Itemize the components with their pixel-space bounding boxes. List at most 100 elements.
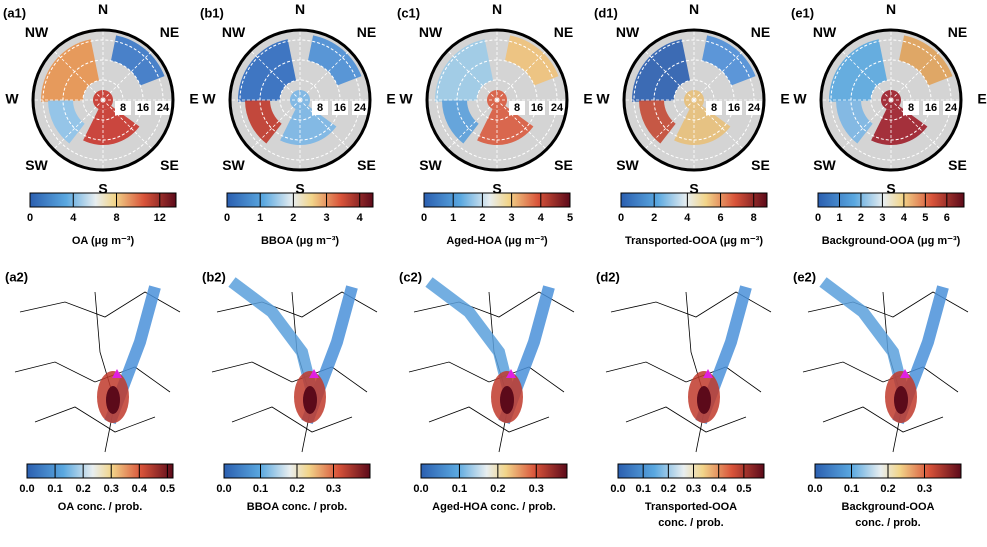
province-border: [625, 406, 747, 433]
colorbar-tick-label: 0.2: [289, 483, 304, 495]
polar-spoke: [841, 50, 892, 101]
polar-spoke: [250, 99, 301, 150]
radial-label-bg: [529, 101, 545, 115]
province-border: [605, 361, 762, 393]
direction-label: N: [886, 1, 896, 17]
colorbar-tick-label: 0.4: [132, 483, 148, 495]
site-marker: [506, 369, 516, 378]
colorbar-tick-label: 0.0: [19, 483, 34, 495]
direction-label: NE: [554, 24, 573, 40]
colorbar-tick-label: 5: [567, 212, 573, 224]
direction-label: SE: [948, 157, 967, 173]
colorbar-tick-label: 4: [538, 212, 545, 224]
radial-label-bg: [706, 101, 722, 115]
direction-label: S: [492, 180, 501, 196]
site-marker: [703, 369, 713, 378]
colorbar-label: OA (μg m⁻³): [72, 235, 135, 247]
polar-sector: [674, 105, 731, 145]
colorbar-tick-label: 0.3: [104, 483, 119, 495]
colorbar-tick-label: 0.3: [917, 483, 932, 495]
panel-label: (c1): [397, 5, 420, 20]
province-border: [14, 361, 171, 393]
direction-label: SW: [813, 157, 836, 173]
polar-border: [425, 28, 569, 172]
trajectory: [819, 277, 909, 394]
colorbar-tick-label: 0.0: [413, 483, 428, 495]
colorbar-tick-label: 0: [618, 212, 624, 224]
colorbar-tick-label: 6: [944, 212, 950, 224]
polar-border: [622, 28, 766, 172]
radial-tick-label: 8: [514, 102, 520, 114]
polar-spoke: [447, 50, 498, 101]
direction-label: E: [780, 91, 789, 107]
hotspot-core: [697, 386, 711, 414]
province-border: [428, 406, 550, 433]
direction-label: SE: [357, 157, 376, 173]
direction-label: N: [689, 1, 699, 17]
polar-spoke: [102, 99, 153, 150]
panel-label: (c2): [399, 269, 422, 284]
direction-label: W: [399, 91, 413, 107]
colorbar-tick-label: 8: [113, 212, 119, 224]
colorbar-tick-label: 0.4: [711, 483, 727, 495]
polar-sector: [280, 105, 337, 146]
trajectory: [228, 277, 318, 394]
direction-label: E: [189, 91, 198, 107]
polar-sector: [477, 105, 534, 145]
polar-sector: [307, 35, 362, 86]
polar-sector: [871, 105, 928, 145]
colorbar-label: Aged-HOA conc. / prob.: [432, 501, 556, 513]
direction-label: N: [98, 1, 108, 17]
polar-spoke: [299, 99, 350, 150]
polar-sector: [435, 39, 494, 102]
polar-spoke: [644, 50, 695, 101]
polar-spoke: [299, 50, 350, 101]
radial-tick-label: 8: [908, 102, 914, 114]
direction-label: W: [202, 91, 216, 107]
direction-label: SE: [554, 157, 573, 173]
polar-spoke: [890, 50, 941, 101]
hotspot-core: [303, 386, 317, 414]
radial-tick-label: 16: [728, 102, 740, 114]
colorbar-tick-label: 5: [922, 212, 928, 224]
direction-label: SW: [616, 157, 639, 173]
polar-sector: [442, 100, 479, 144]
colorbar-tick-label: 4: [70, 212, 77, 224]
direction-label: W: [596, 91, 610, 107]
direction-label: NE: [751, 24, 770, 40]
direction-label: S: [689, 180, 698, 196]
colorbar-tick-label: 0.1: [844, 483, 859, 495]
colorbar-label: Background-OOA: [842, 501, 935, 513]
direction-label: SW: [25, 157, 48, 173]
direction-label: N: [492, 1, 502, 17]
radial-label-bg: [115, 101, 131, 115]
radial-tick-label: 24: [945, 102, 958, 114]
panel-label: (a2): [5, 269, 28, 284]
map: [408, 277, 575, 453]
polar-spoke: [841, 99, 892, 150]
province-border: [408, 361, 565, 393]
radial-label-bg: [509, 101, 525, 115]
polar-sector: [829, 39, 888, 102]
colorbar-tick-label: 12: [154, 212, 166, 224]
colorbar-tick-label: 1: [836, 212, 842, 224]
panel-label: (d2): [596, 269, 620, 284]
colorbar-tick-label: 3: [879, 212, 885, 224]
direction-label: W: [793, 91, 807, 107]
colorbar-tick-label: 3: [323, 212, 329, 224]
colorbar-tick-label: 1: [257, 212, 263, 224]
radial-label-bg: [312, 101, 328, 115]
polar-sector: [48, 100, 85, 144]
colorbar-tick-label: 2: [290, 212, 296, 224]
direction-label: NW: [813, 24, 837, 40]
map: [14, 285, 181, 453]
colorbar: [423, 192, 571, 208]
colorbar-tick-label: 1: [450, 212, 456, 224]
radial-tick-label: 8: [711, 102, 717, 114]
radial-tick-label: 24: [748, 102, 761, 114]
province-border: [822, 406, 944, 433]
polar-sector: [238, 39, 297, 102]
colorbar-tick-label: 3: [509, 212, 515, 224]
polar-sector: [41, 39, 100, 102]
province-border: [34, 406, 156, 433]
